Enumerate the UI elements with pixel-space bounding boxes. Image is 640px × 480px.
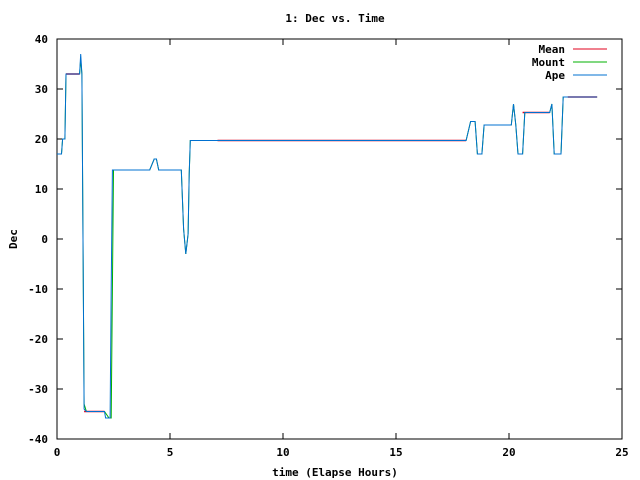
series-mount-line xyxy=(57,58,598,419)
y-axis: 40 30 20 10 0 -10 -20 -30 -40 xyxy=(28,33,622,446)
series-ape-line xyxy=(57,53,598,419)
x-tick-label: 20 xyxy=(502,446,515,459)
x-axis: 0 5 10 15 20 25 xyxy=(54,39,629,459)
y-axis-label: Dec xyxy=(7,229,20,249)
y-tick-label: 40 xyxy=(35,33,48,46)
x-tick-label: 10 xyxy=(276,446,289,459)
x-tick-label: 5 xyxy=(167,446,174,459)
y-tick-label: -30 xyxy=(28,383,48,396)
chart-title: 1: Dec vs. Time xyxy=(285,12,385,25)
y-tick-label: 10 xyxy=(35,183,48,196)
y-tick-label: 20 xyxy=(35,133,48,146)
y-tick-label: -40 xyxy=(28,433,48,446)
legend-label-mean: Mean xyxy=(539,43,566,56)
y-tick-label: -10 xyxy=(28,283,48,296)
legend-label-ape: Ape xyxy=(545,69,565,82)
series-layer xyxy=(57,53,598,419)
x-tick-label: 0 xyxy=(54,446,61,459)
legend-label-mount: Mount xyxy=(532,56,565,69)
x-tick-label: 25 xyxy=(615,446,628,459)
x-axis-label: time (Elapse Hours) xyxy=(272,466,398,479)
y-tick-label: 30 xyxy=(35,83,48,96)
x-tick-label: 15 xyxy=(389,446,402,459)
y-tick-label: -20 xyxy=(28,333,48,346)
y-tick-label: 0 xyxy=(41,233,48,246)
plot-frame xyxy=(56,38,623,440)
